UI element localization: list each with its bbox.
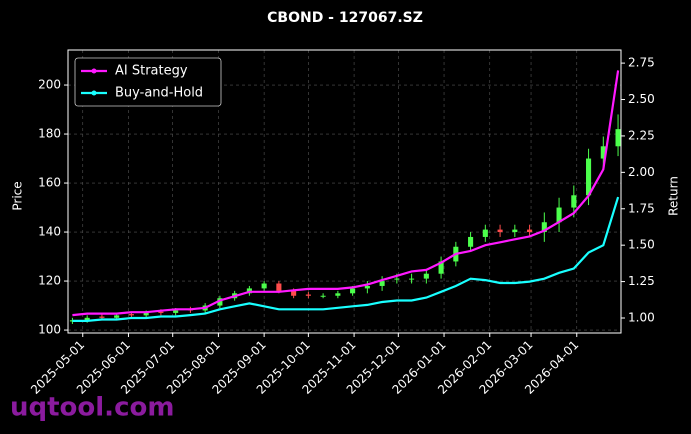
y2-tick-label: 1.75 (628, 201, 655, 215)
y2-tick-label: 2.50 (628, 92, 655, 106)
y2-axis-label: Return (667, 176, 681, 216)
legend-marker (91, 68, 97, 74)
candle-body (571, 195, 577, 208)
candle-body (423, 273, 429, 279)
candle-body (305, 294, 311, 296)
y2-tick-label: 1.00 (628, 310, 655, 324)
chart-title: CBOND - 127067.SZ (267, 10, 423, 26)
y-tick-label: 100 (38, 323, 61, 337)
candle-body (291, 290, 297, 296)
candle-body (497, 229, 503, 233)
y-axis-label: Price (11, 181, 25, 210)
candle-body (541, 222, 547, 233)
y-tick-label: 120 (38, 274, 61, 288)
y2-tick-label: 2.00 (628, 165, 655, 179)
y2-tick-label: 1.25 (628, 274, 655, 288)
y2-tick-label: 1.50 (628, 238, 655, 252)
candle-body (335, 293, 341, 296)
candle-body (173, 310, 179, 313)
candle-body (84, 317, 90, 321)
candle-body (409, 278, 415, 280)
candle-body (527, 229, 533, 233)
candle-body (158, 311, 164, 313)
y-tick-label: 160 (38, 176, 61, 190)
watermark: uqtool.com (10, 393, 174, 423)
candle-body (468, 236, 474, 247)
candle-body (482, 229, 488, 237)
candle-body (379, 281, 385, 286)
y2-tick-label: 2.25 (628, 128, 655, 142)
y-tick-label: 140 (38, 225, 61, 239)
candle-body (394, 278, 400, 280)
candle-body (600, 146, 606, 159)
candle-body (586, 158, 592, 196)
candle-body (320, 295, 326, 297)
line-series (72, 196, 620, 322)
candle-body (276, 283, 282, 291)
y-tick-label: 200 (38, 78, 61, 92)
line-series (72, 70, 620, 317)
candle-body (128, 314, 134, 316)
candle-body (556, 207, 562, 223)
candle-body (261, 283, 267, 289)
candle-body (143, 312, 149, 316)
candle-body (99, 316, 105, 318)
candle-body (438, 261, 444, 274)
candle-body (364, 285, 370, 289)
y2-tick-label: 2.75 (628, 56, 655, 70)
candle-body (615, 129, 621, 147)
legend-marker (91, 90, 97, 96)
plot-frame (67, 49, 622, 334)
y-tick-label: 180 (38, 127, 61, 141)
candle-body (512, 229, 518, 233)
legend-label: Buy-and-Hold (115, 86, 203, 101)
legend-box (74, 57, 222, 107)
legend-label: AI Strategy (115, 64, 188, 79)
candle-body (114, 315, 120, 318)
candle-body (217, 298, 223, 306)
candle-body (350, 288, 356, 294)
